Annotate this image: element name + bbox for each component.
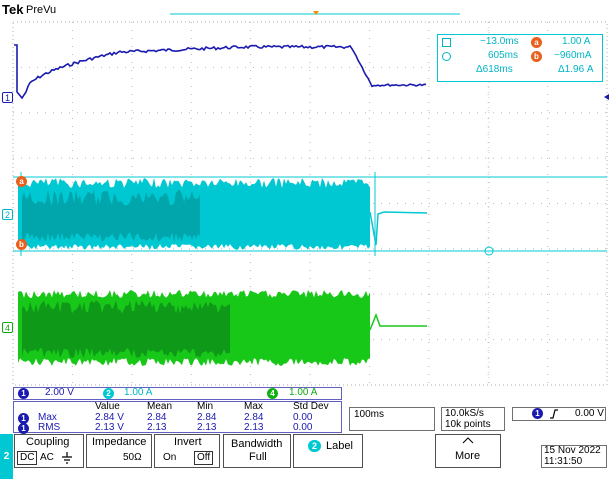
cursor-a-value: 1.00 A	[562, 36, 591, 47]
invert-on-option[interactable]: On	[163, 452, 177, 463]
meas-row2-channel: 1	[18, 423, 29, 434]
label-button-text: Label	[326, 440, 353, 452]
meas-row2-max: 2.13	[244, 422, 264, 433]
measurement-table[interactable]	[13, 401, 342, 433]
bandwidth-value: Full	[249, 451, 267, 463]
cursor-t2-value: 605ms	[488, 50, 519, 61]
horizontal-scale-readout[interactable]	[349, 407, 435, 431]
meas-row1-max: 2.84	[244, 412, 264, 423]
acquisition-readout[interactable]	[441, 407, 505, 431]
invert-label: Invert	[174, 436, 202, 448]
ch2-level-marker[interactable]: 2	[2, 209, 13, 220]
ch2-scale-value[interactable]: 1.00 A	[124, 387, 153, 398]
cursor-a-marker[interactable]: a	[16, 176, 27, 187]
meas-row2-name: RMS	[38, 422, 61, 433]
coupling-label: Coupling	[26, 436, 70, 448]
ch4-scale-value[interactable]: 1.00 A	[289, 387, 318, 398]
meas-row1-channel: 1	[18, 413, 29, 424]
ch4-level-marker[interactable]: 4	[2, 322, 13, 333]
sample-rate: 10.0kS/s	[445, 408, 484, 419]
meas-row2-value: 2.13 V	[95, 422, 124, 433]
meas-row2-min: 2.13	[197, 422, 217, 433]
meas-header-value: Value	[95, 401, 120, 412]
meas-row1-min: 2.84	[197, 412, 217, 423]
bandwidth-label: Bandwidth	[231, 438, 283, 450]
cursor-t2-icon	[442, 52, 451, 61]
ground-icon[interactable]	[60, 451, 74, 464]
meas-row1-stddev: 0.00	[293, 412, 313, 423]
impedance-button[interactable]	[86, 434, 152, 468]
brand-logo: Tek	[2, 2, 24, 17]
meas-header-max: Max	[244, 401, 263, 412]
waveform-display[interactable]	[0, 0, 610, 390]
cursor-b-icon: b	[531, 51, 542, 62]
meas-header-mean: Mean	[147, 401, 173, 412]
meas-header-stddev: Std Dev	[293, 401, 329, 412]
meas-row1-name: Max	[38, 412, 57, 423]
cursor-readout: −13.0ms 605ms Δ618ms a b 1.00 A −960mA Δ…	[437, 34, 603, 82]
cursor-a-icon: a	[531, 37, 542, 48]
rising-edge-icon	[550, 409, 558, 419]
bandwidth-button[interactable]	[223, 434, 291, 468]
label-channel-badge: 2	[308, 440, 321, 452]
ch2-scale-icon[interactable]: 2	[103, 388, 114, 399]
meas-header-min: Min	[197, 401, 214, 412]
more-button[interactable]	[435, 434, 501, 468]
date-display: 15 Nov 2022	[544, 445, 601, 456]
invert-off-option[interactable]: Off	[194, 451, 214, 465]
impedance-value: 50Ω	[123, 452, 142, 463]
record-length: 10k points	[445, 419, 491, 430]
ch2-waveform-dense	[22, 190, 200, 242]
impedance-label: Impedance	[92, 436, 147, 448]
trigger-position-marker	[313, 11, 319, 15]
chevron-up-icon	[462, 437, 474, 444]
cursor-delta-v: Δ1.96 A	[558, 64, 594, 75]
datetime-display	[541, 445, 607, 468]
ch4-waveform-dense	[22, 300, 230, 358]
cursor-t1-icon	[442, 38, 451, 47]
trigger-source-icon: 1	[532, 408, 543, 419]
time-display: 11:31:50	[544, 456, 583, 467]
meas-row2-mean: 2.13	[147, 422, 167, 433]
horizontal-scale-value[interactable]: 100ms	[354, 409, 385, 420]
channel-scale-bar	[13, 387, 342, 400]
label-button[interactable]	[293, 434, 363, 468]
meas-row2-stddev: 0.00	[293, 422, 313, 433]
ch1-offscreen-indicator	[604, 94, 609, 100]
trigger-level: 0.00 V	[575, 408, 604, 419]
cursor-delta-t: Δ618ms	[476, 64, 513, 75]
meas-row1-mean: 2.84	[147, 412, 167, 423]
channel-menu-tab[interactable]: 2	[0, 434, 13, 479]
coupling-ac-option[interactable]: AC	[40, 452, 54, 463]
ch1-scale-icon[interactable]: 1	[18, 388, 29, 399]
cursor-b-marker[interactable]: b	[16, 239, 27, 250]
acquisition-mode: PreVu	[26, 4, 57, 16]
ch1-scale-value[interactable]: 2.00 V	[45, 387, 74, 398]
cursor-t1-value: −13.0ms	[480, 36, 519, 47]
more-button-text: More	[455, 450, 481, 462]
ch1-voltage-waveform	[14, 44, 427, 100]
ch4-scale-icon[interactable]: 4	[267, 388, 278, 399]
meas-row1-value: 2.84 V	[95, 412, 124, 423]
ch1-level-marker[interactable]: 1	[2, 92, 13, 103]
cursor-b-value: −960mA	[554, 50, 592, 61]
coupling-dc-option[interactable]: DC	[17, 451, 38, 465]
